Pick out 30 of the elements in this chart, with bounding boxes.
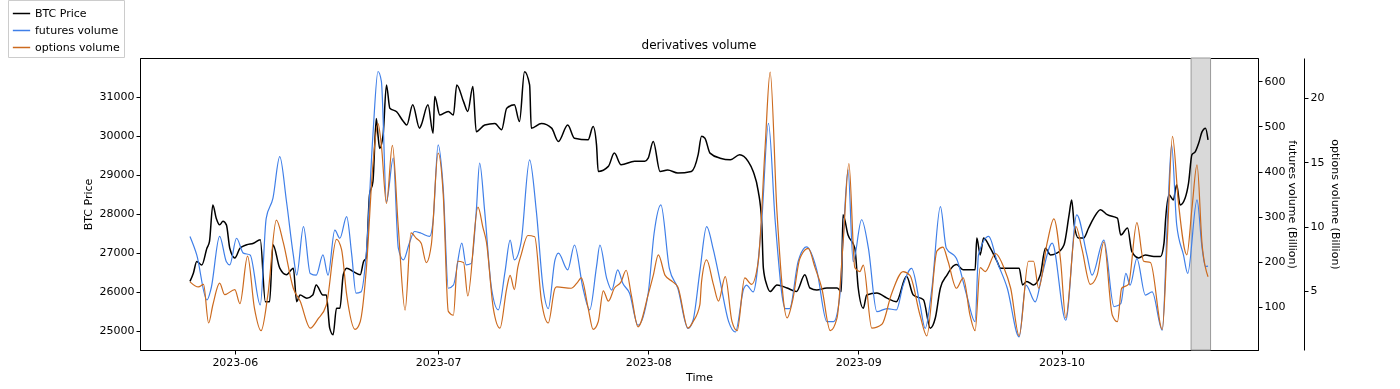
y-tick-label: 27000 — [99, 246, 135, 260]
y-tick-label: 28000 — [99, 207, 135, 221]
y2-tick-label: 300 — [1264, 210, 1286, 224]
y2-tick-label: 400 — [1264, 165, 1286, 179]
x-tick-label: 2023-09 — [835, 355, 882, 369]
chart-title: derivatives volume — [641, 37, 757, 52]
y-tick-label: 29000 — [99, 168, 135, 182]
y2-tick-label: 500 — [1264, 119, 1286, 133]
y2-tick-label: 600 — [1264, 74, 1286, 88]
y3-tick-label: 20 — [1310, 91, 1325, 105]
legend-label: options volume — [35, 40, 120, 54]
y3-tick-label: 10 — [1310, 220, 1325, 234]
y-axis-title: BTC Price — [81, 178, 95, 231]
x-tick-label: 2023-10 — [1039, 355, 1085, 369]
y-tick-label: 31000 — [99, 90, 135, 104]
x-tick-label: 2023-08 — [625, 355, 672, 369]
legend-label: futures volume — [35, 23, 119, 37]
y-tick-label: 26000 — [99, 285, 135, 299]
y2-tick-label: 100 — [1264, 300, 1286, 314]
x-tick-label: 2023-06 — [212, 355, 259, 369]
y3-tick-label: 15 — [1310, 155, 1325, 169]
y-tick-label: 30000 — [99, 129, 135, 143]
y3-axis-title: options volume (Billion) — [1329, 139, 1343, 270]
y2-axis-title: futures volume (Billion) — [1286, 140, 1300, 269]
x-tick-label: 2023-07 — [415, 355, 462, 369]
y2-tick-label: 200 — [1264, 255, 1286, 269]
x-axis-title: Time — [685, 370, 714, 384]
legend-label: BTC Price — [35, 6, 87, 20]
y-tick-label: 25000 — [99, 324, 135, 338]
y3-tick-label: 5 — [1310, 284, 1318, 298]
